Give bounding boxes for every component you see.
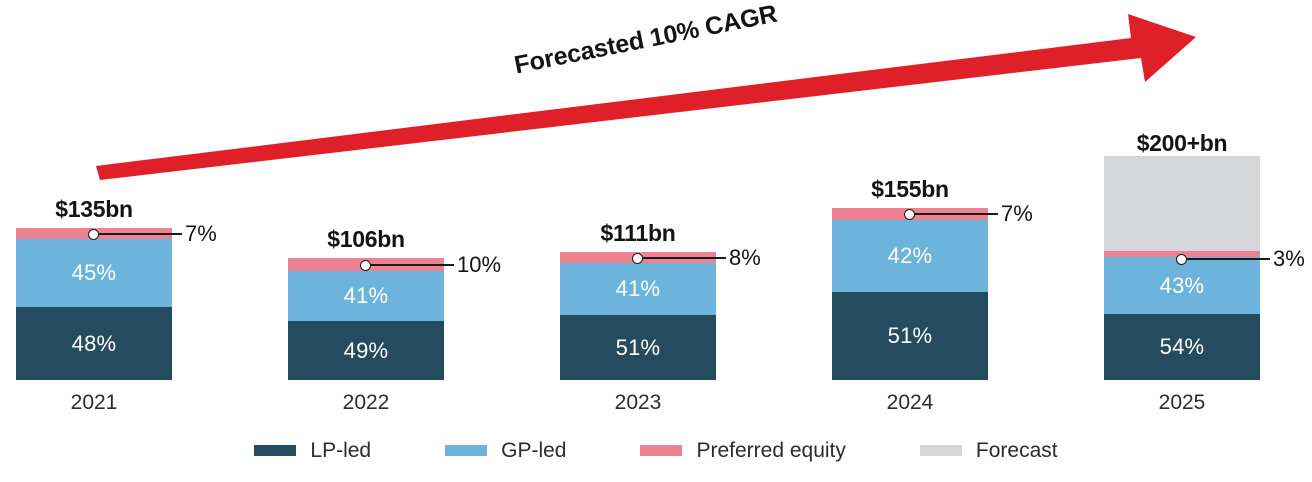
bar-segment-lp-2022[interactable]: 49% xyxy=(288,321,444,380)
bar-segment-label-lp-2022: 49% xyxy=(343,337,389,363)
legend-item-forecast[interactable]: Forecast xyxy=(919,439,1058,462)
bar-segment-forecast-2025[interactable] xyxy=(1104,156,1260,251)
bar-segment-label-lp-2025: 54% xyxy=(1159,334,1205,359)
bar-segment-gp-2023[interactable]: 41% xyxy=(560,263,716,315)
bar-segment-label-gp-2025: 43% xyxy=(1159,272,1205,298)
bar-segment-label-gp-2023: 41% xyxy=(615,276,661,301)
bar-segment-label-gp-2024: 42% xyxy=(887,243,933,268)
bar-segment-preferred-2024[interactable]: 7% xyxy=(832,208,988,220)
bar-segment-lp-2021[interactable]: 48% xyxy=(16,307,172,380)
legend-item-gp-led[interactable]: GP-led xyxy=(445,440,566,461)
callout-pct-2023: 8% xyxy=(729,245,761,270)
bar-segment-gp-2025[interactable]: 43% xyxy=(1104,257,1260,314)
chart-legend: LP-led GP-led Preferred equity Forecast xyxy=(0,440,1312,461)
bar-segment-label-lp-2024: 51% xyxy=(887,323,933,348)
bar-segment-lp-2025[interactable]: 54% xyxy=(1104,314,1260,380)
bar-segment-label-lp-2023: 51% xyxy=(615,334,661,360)
bar-total-label-2025: $200+bn xyxy=(1136,130,1228,156)
x-tick-label-2023: 2023 xyxy=(614,391,662,414)
bar-segment-lp-2024[interactable]: 51% xyxy=(832,292,988,380)
bar-segment-preferred-2023[interactable]: 8% xyxy=(560,252,716,263)
callout-pct-2022: 10% xyxy=(457,252,502,277)
legend-label-forecast: Forecast xyxy=(975,439,1058,462)
bar-segment-label-lp-2021: 48% xyxy=(71,330,117,356)
bar-segment-gp-2022[interactable]: 41% xyxy=(288,271,444,321)
x-tick-label-2021: 2021 xyxy=(70,391,118,414)
bar-stack-2024: 7% 42% 51% xyxy=(832,208,988,380)
bar-segment-lp-2023[interactable]: 51% xyxy=(560,315,716,380)
bar-segment-label-gp-2021: 45% xyxy=(71,260,117,285)
legend-swatch-lp-led-icon xyxy=(254,445,297,456)
legend-label-gp-led: GP-led xyxy=(501,439,567,462)
bar-segment-gp-2024[interactable]: 42% xyxy=(832,220,988,292)
bar-group-2021: $135bn 7% 45% 48% 7% 2021 xyxy=(16,0,217,482)
bar-group-2024: $155bn 7% 42% 51% 7% 2024 xyxy=(832,0,1033,482)
legend-swatch-forecast-icon xyxy=(919,445,962,456)
legend-label-lp-led: LP-led xyxy=(310,439,372,462)
x-tick-label-2022: 2022 xyxy=(342,391,390,414)
legend-item-lp-led[interactable]: LP-led xyxy=(254,440,371,461)
bar-total-label-2024: $155bn xyxy=(871,176,949,202)
bar-stack-2023: 8% 41% 51% xyxy=(560,252,716,380)
bar-stack-2022: 10% 41% 49% xyxy=(288,258,444,380)
bar-segment-gp-2021[interactable]: 45% xyxy=(16,239,172,307)
bar-segment-preferred-2021[interactable]: 7% xyxy=(16,228,172,239)
bar-total-label-2023: $111bn xyxy=(600,220,676,246)
bar-stack-2025: 3% 43% 54% xyxy=(1104,156,1260,380)
bar-total-label-2022: $106bn xyxy=(327,226,405,252)
x-tick-label-2024: 2024 xyxy=(886,391,934,414)
bar-stack-2021: 7% 45% 48% xyxy=(16,228,172,380)
bar-group-2022: $106bn 10% 41% 49% 10% 2022 xyxy=(288,0,501,482)
bar-group-2025: $200+bn 3% 43% 54% 3% 2025 xyxy=(1104,0,1305,482)
x-tick-label-2025: 2025 xyxy=(1158,391,1206,414)
bar-group-2023: $111bn 8% 41% 51% 8% 2023 xyxy=(560,0,761,482)
bar-segment-preferred-2022[interactable]: 10% xyxy=(288,258,444,271)
callout-pct-2021: 7% xyxy=(185,221,217,246)
callout-pct-2024: 7% xyxy=(1001,201,1033,226)
legend-swatch-gp-led-icon xyxy=(445,445,488,456)
bar-total-label-2021: $135bn xyxy=(55,196,133,222)
legend-item-preferred-equity[interactable]: Preferred equity xyxy=(640,439,846,462)
legend-swatch-preferred-equity-icon xyxy=(640,445,683,456)
legend-label-preferred-equity: Preferred equity xyxy=(696,439,846,462)
bar-segment-label-gp-2022: 41% xyxy=(343,283,389,308)
callout-pct-2025: 3% xyxy=(1273,246,1305,271)
